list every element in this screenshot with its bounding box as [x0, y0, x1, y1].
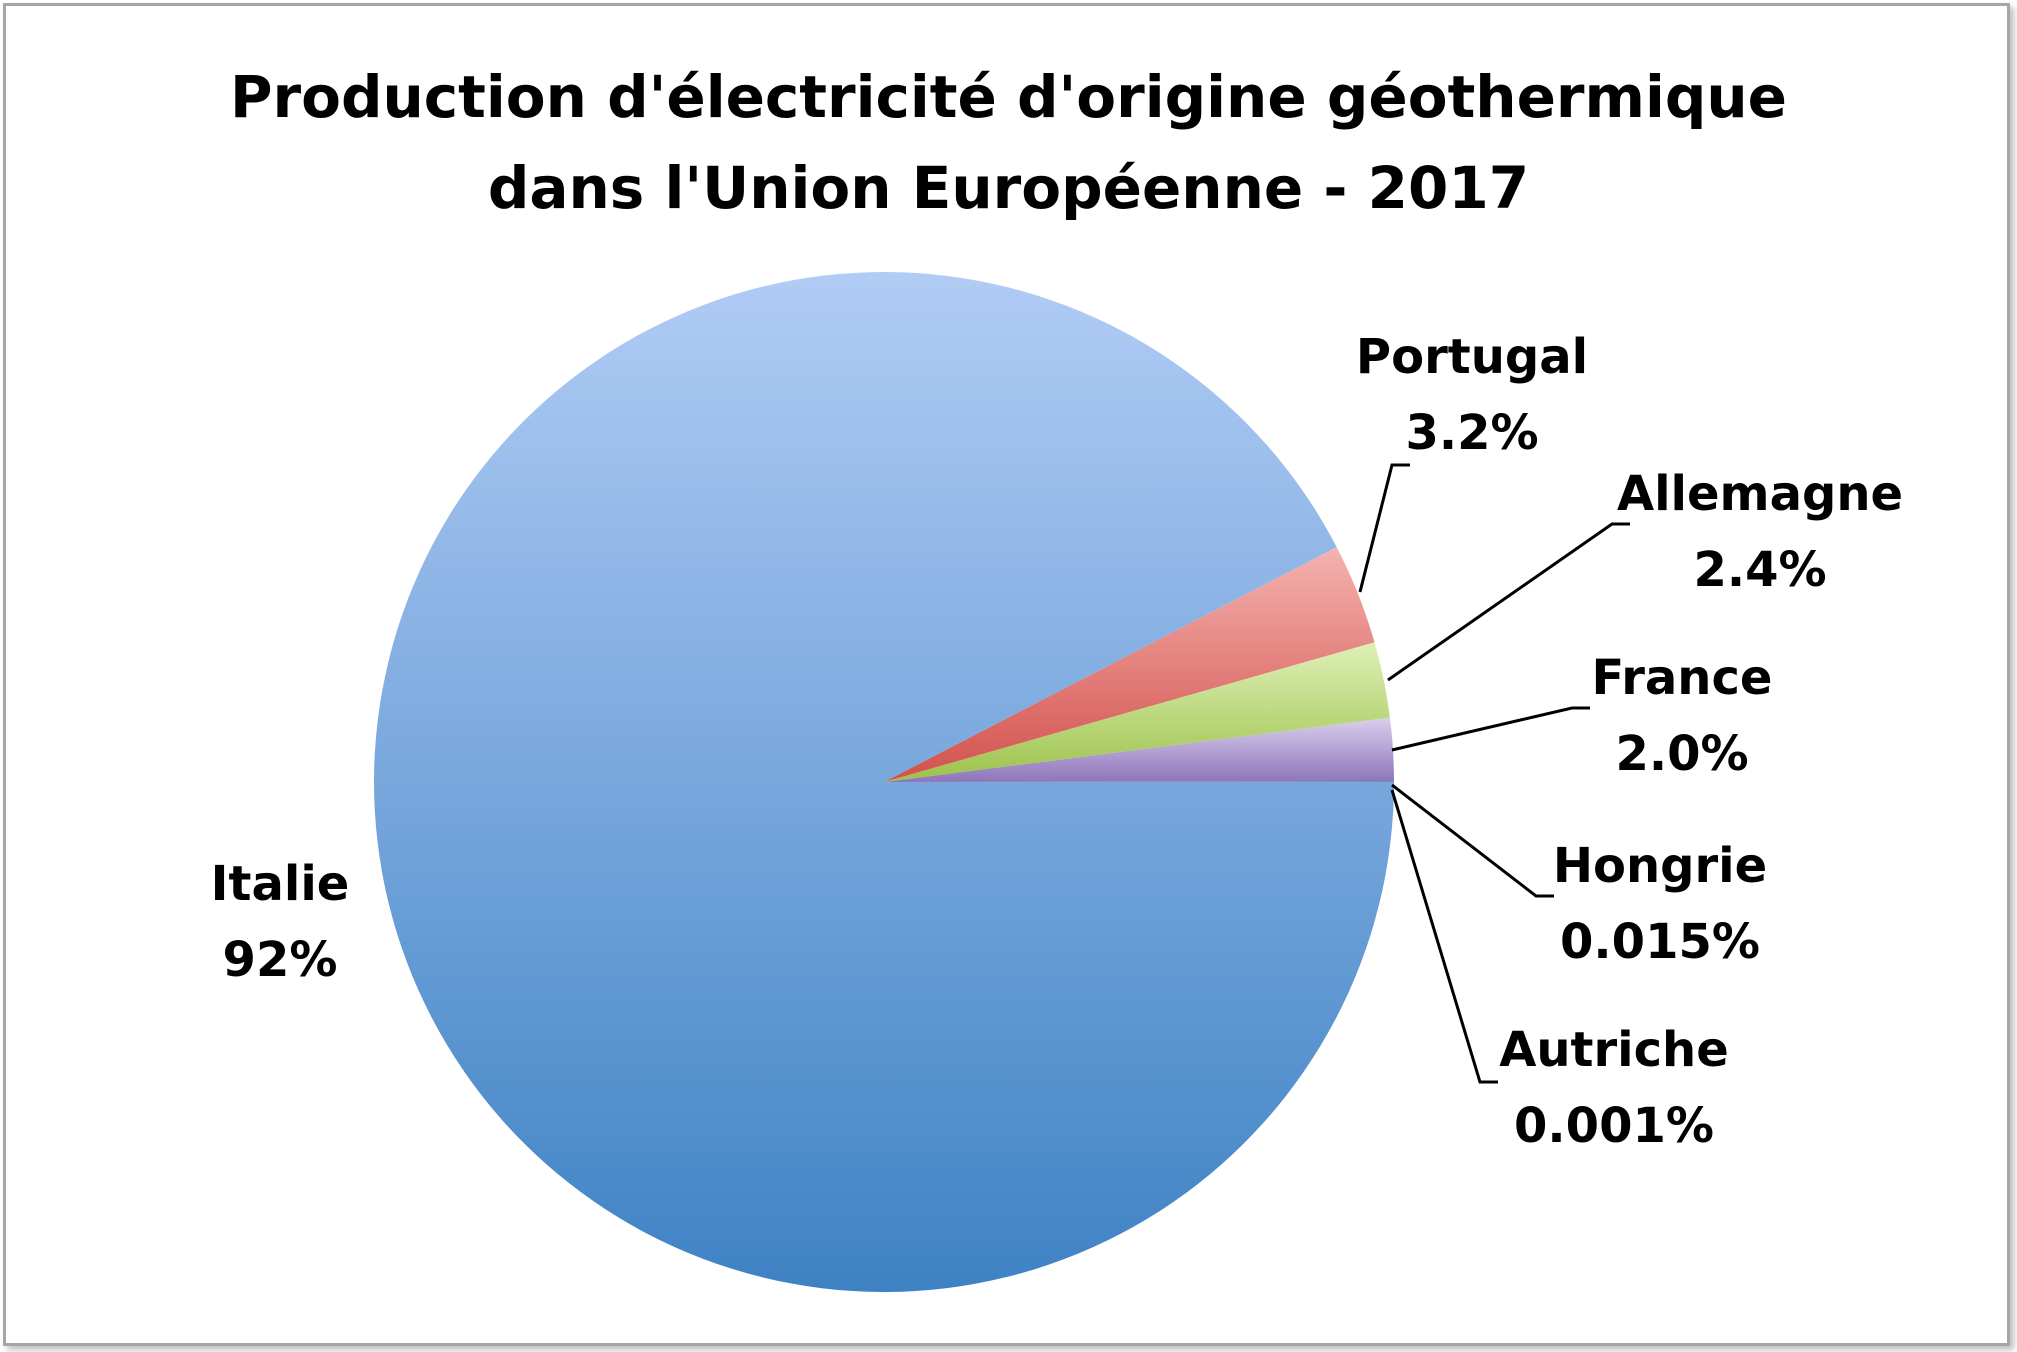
- pie-slices: [374, 272, 1395, 1293]
- leader-line-portugal: [1358, 463, 1410, 593]
- leader-line-france: [1391, 706, 1590, 752]
- leader-line-hongrie: [1391, 783, 1554, 898]
- data-label-value-portugal: 3.2%: [1405, 405, 1538, 461]
- data-label-value-italie: 92%: [223, 932, 338, 988]
- data-label-name-france: France: [1592, 650, 1773, 706]
- data-label-name-allemagne: Allemagne: [1617, 466, 1903, 522]
- data-label-value-france: 2.0%: [1615, 726, 1748, 782]
- slice-labels: Italie 92% Portugal 3.2% Allemagne 2.4% France…: [211, 329, 1903, 1154]
- data-label-name-autriche: Autriche: [1499, 1022, 1729, 1078]
- leader-line-autriche: [1390, 789, 1498, 1084]
- pie-slice-portugal: [884, 547, 1375, 782]
- data-label-value-allemagne: 2.4%: [1693, 542, 1826, 598]
- data-label-name-italie: Italie: [211, 856, 350, 912]
- pie-slice-hongrie: [884, 781, 1395, 782]
- pie-slice-italie: [374, 272, 1394, 1293]
- pie-slice-allemagne: [884, 642, 1390, 782]
- data-label-value-autriche: 0.001%: [1514, 1098, 1714, 1154]
- chart-title-line-1: Production d'électricité d'origine géoth…: [230, 63, 1787, 131]
- pie-slice-france: [884, 717, 1394, 782]
- leader-line-allemagne: [1387, 522, 1630, 682]
- data-label-value-hongrie: 0.015%: [1560, 914, 1760, 970]
- data-label-name-portugal: Portugal: [1356, 329, 1588, 385]
- data-label-name-hongrie: Hongrie: [1553, 838, 1767, 894]
- chart-title-line-2: dans l'Union Européenne - 2017: [487, 154, 1530, 222]
- leader-lines: [1358, 463, 1630, 1084]
